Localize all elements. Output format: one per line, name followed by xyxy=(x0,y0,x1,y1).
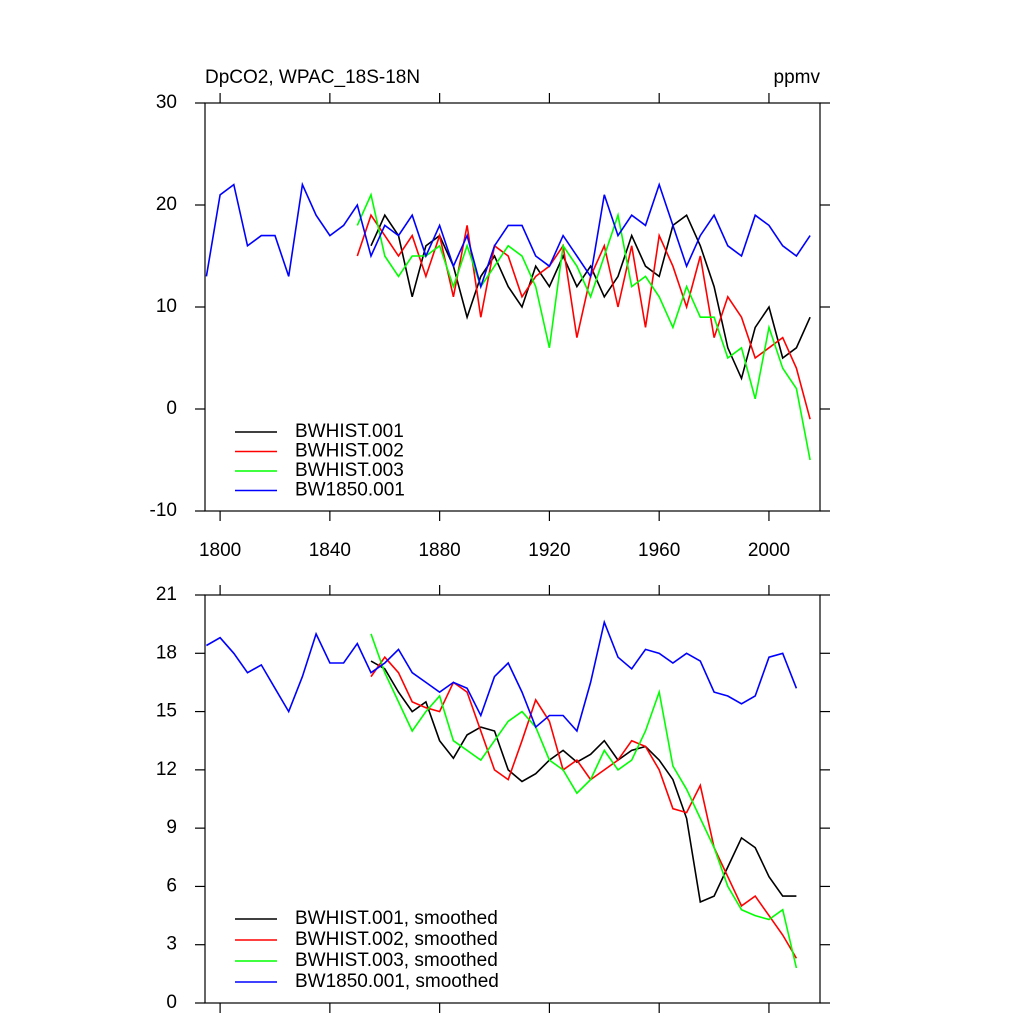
units-label: ppmv xyxy=(774,67,821,88)
plot-frame xyxy=(204,594,821,1004)
x-tick-label: 1960 xyxy=(638,540,680,561)
x-tick-label: 1920 xyxy=(528,540,570,561)
data-line xyxy=(205,181,811,290)
x-tick-label: 1880 xyxy=(418,540,460,561)
x-tick-label: 1800 xyxy=(199,540,241,561)
data-line xyxy=(370,655,798,959)
data-line xyxy=(356,192,811,461)
legend-label: BWHIST.003 xyxy=(295,460,404,481)
data-line xyxy=(356,213,811,420)
x-tick-label: 2000 xyxy=(748,540,790,561)
y-tick-label: 6 xyxy=(166,875,177,896)
data-line xyxy=(206,619,798,733)
y-tick-label: 18 xyxy=(156,642,177,663)
y-tick-label: 0 xyxy=(166,992,177,1013)
chart-title: DpCO2, WPAC_18S-18N xyxy=(205,67,420,88)
y-tick-label: 30 xyxy=(156,92,177,113)
legend-label: BWHIST.001, smoothed xyxy=(295,908,498,929)
y-tick-label: 12 xyxy=(156,759,177,780)
legend-label: BWHIST.001 xyxy=(295,421,404,442)
y-tick-label: -10 xyxy=(150,500,177,521)
data-line xyxy=(370,213,811,381)
legend-label: BWHIST.003, smoothed xyxy=(295,950,498,971)
y-tick-label: 3 xyxy=(166,934,177,955)
y-tick-label: 20 xyxy=(156,194,177,215)
legend-label: BWHIST.002 xyxy=(295,441,404,462)
legend-label: BW1850.001, smoothed xyxy=(295,971,499,992)
x-tick-label: 1840 xyxy=(309,540,351,561)
y-tick-label: 0 xyxy=(166,398,177,419)
data-line xyxy=(370,633,798,969)
y-tick-label: 10 xyxy=(156,296,177,317)
legend-label: BWHIST.002, smoothed xyxy=(295,929,498,950)
y-tick-label: 9 xyxy=(166,817,177,838)
legend-label: BW1850.001 xyxy=(295,480,405,501)
y-tick-label: 15 xyxy=(156,701,177,722)
y-tick-label: 21 xyxy=(156,584,177,605)
